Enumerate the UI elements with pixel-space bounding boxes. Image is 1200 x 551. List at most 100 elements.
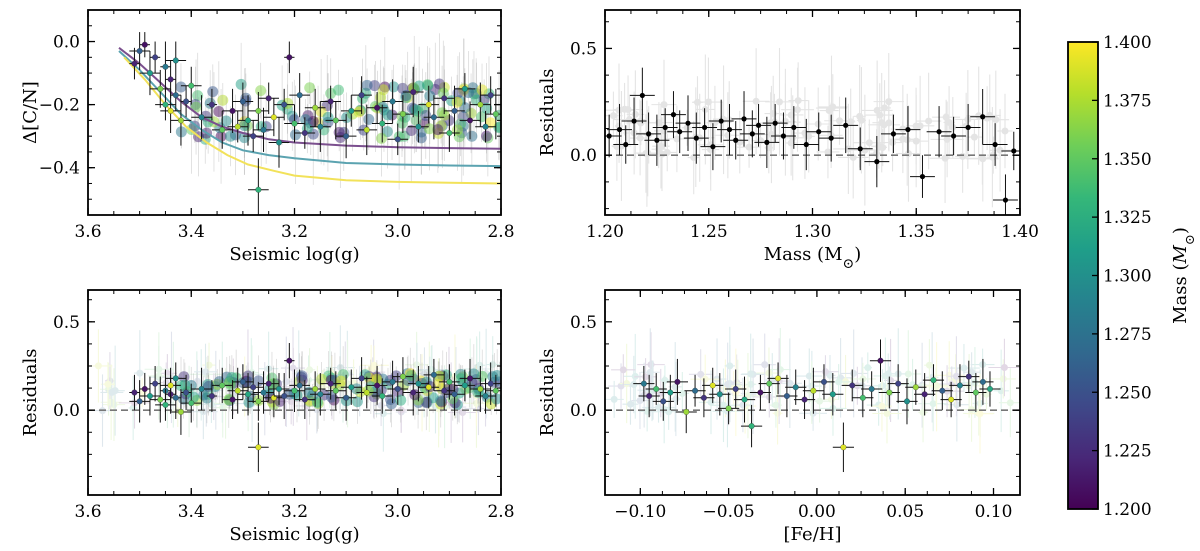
background-point [379, 410, 387, 418]
data-point-group [459, 358, 481, 398]
background-point [752, 97, 760, 105]
data-point-group [155, 88, 176, 121]
data-point [317, 391, 324, 398]
background-marker [396, 117, 408, 129]
data-point [810, 387, 817, 394]
background-point [941, 154, 949, 162]
background-point [636, 134, 644, 142]
data-point [939, 387, 946, 394]
data-point [374, 382, 381, 389]
data-point [487, 380, 494, 387]
background-point [949, 123, 957, 131]
data-point-group [638, 374, 660, 418]
background-point [789, 134, 797, 142]
data-point-group [165, 362, 187, 395]
background-point [978, 154, 986, 162]
data-point-group [878, 376, 900, 409]
data-point [399, 373, 406, 380]
background-marker [192, 90, 204, 102]
data-point-group [392, 357, 414, 397]
y-axis-label: Residuals [537, 68, 558, 156]
data-point [198, 114, 205, 121]
background-point [821, 368, 829, 376]
data-point-group [371, 104, 393, 143]
data-point [662, 124, 668, 131]
background-point [880, 121, 888, 129]
data-point [276, 139, 282, 146]
data-point-group [979, 371, 1001, 407]
data-point-group [284, 343, 295, 379]
data-point-group [793, 380, 816, 420]
data-point-group [387, 373, 409, 405]
data-point [312, 386, 319, 392]
data-point-group [206, 88, 218, 121]
data-point [660, 398, 667, 405]
background-marker [375, 92, 387, 104]
x-tick-label: 1.40 [1001, 222, 1039, 242]
background-point [847, 118, 855, 126]
data-point-group [180, 383, 202, 423]
background-point [1000, 363, 1008, 371]
background-marker [476, 111, 488, 123]
background-point [864, 364, 872, 372]
colorbar-label-close: ) [1170, 227, 1191, 234]
x-tick-label: 2.8 [487, 502, 514, 522]
background-marker [452, 87, 464, 99]
data-point-group [304, 88, 326, 127]
data-point [645, 131, 652, 137]
data-point [726, 126, 733, 133]
data-point [425, 101, 432, 108]
data-point-group [392, 95, 414, 133]
data-point-group [160, 88, 181, 133]
data-point [250, 384, 257, 391]
background-point [842, 378, 850, 386]
data-point [616, 126, 623, 133]
background-point [646, 368, 654, 376]
data-point [741, 396, 748, 403]
data-point [136, 48, 143, 54]
data-point [389, 378, 396, 385]
data-point [654, 137, 660, 143]
x-tick-label: 3.0 [384, 222, 411, 242]
data-point [732, 386, 739, 392]
data-point [183, 389, 190, 396]
background-point [749, 370, 757, 378]
background-marker [274, 395, 286, 407]
background-marker [423, 123, 435, 135]
data-point [286, 54, 293, 61]
data-point-group [629, 67, 655, 124]
data-point [702, 124, 708, 131]
data-point-group [454, 369, 476, 402]
data-point-group [191, 95, 212, 140]
background-marker [386, 398, 398, 410]
data-point-group [268, 373, 290, 405]
data-point-group [480, 76, 501, 115]
x-tick-label: −0.10 [614, 502, 666, 522]
background-point [976, 399, 984, 407]
data-point [291, 387, 298, 394]
background-marker [255, 85, 267, 97]
data-point [162, 401, 169, 408]
background-marker [351, 396, 363, 408]
data-point-group [408, 110, 429, 143]
data-point [477, 386, 484, 392]
data-point [234, 387, 241, 394]
background-marker [481, 130, 493, 142]
background-point [726, 362, 734, 370]
data-point [987, 386, 993, 392]
data-point [461, 85, 468, 92]
data-point [131, 60, 138, 67]
background-point [626, 400, 634, 408]
background-point [971, 378, 979, 386]
x-tick-label: −0.05 [703, 502, 755, 522]
colorbar-tick-label: 1.225 [1103, 442, 1152, 462]
background-point [992, 116, 1000, 124]
data-point [374, 104, 381, 111]
data-point-group [418, 365, 440, 409]
data-point-group [423, 358, 445, 391]
data-point-group [700, 123, 726, 171]
data-point-group [129, 47, 140, 80]
data-point-group [294, 380, 316, 420]
data-point [936, 129, 942, 135]
x-tick-label: 3.2 [281, 502, 308, 522]
